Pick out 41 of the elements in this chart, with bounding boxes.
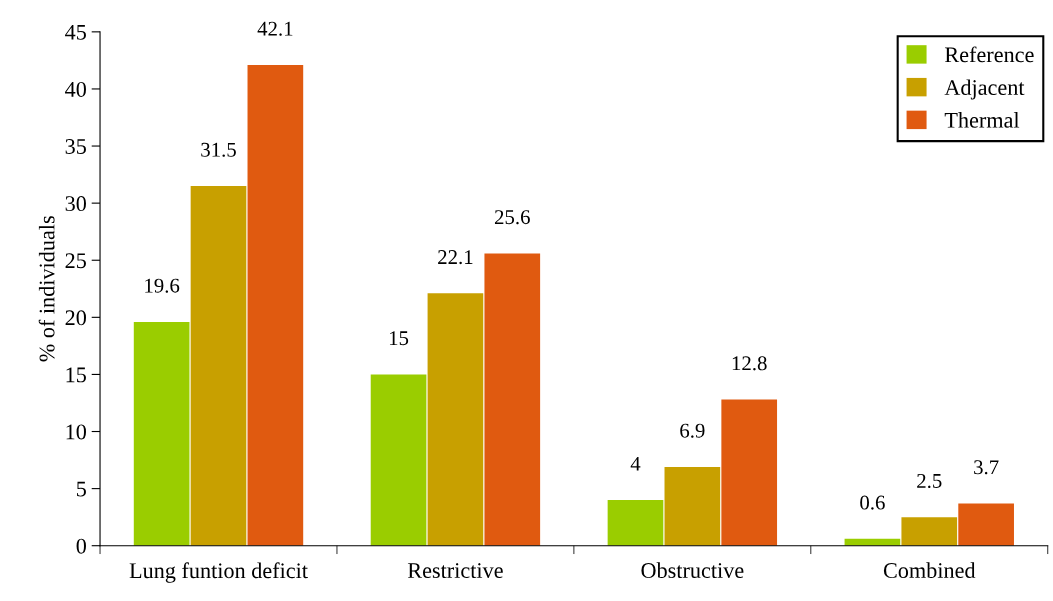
y-tick-label: 10 (66, 424, 86, 440)
bar (721, 399, 778, 546)
bar (133, 321, 190, 546)
y-tick-label: 15 (66, 367, 86, 383)
y-axis-title: % of individuals (38, 216, 55, 362)
bar (664, 466, 721, 546)
data-label: 42.1 (257, 21, 293, 36)
data-label: 6.9 (680, 423, 705, 438)
data-label: 12.8 (732, 356, 767, 371)
bar (370, 374, 427, 546)
bar (247, 64, 304, 546)
legend-label: Reference (944, 46, 1034, 63)
data-label: 31.5 (201, 142, 236, 157)
x-tick-label: Obstructive (641, 562, 744, 579)
data-label: 15 (389, 331, 409, 346)
bar (901, 517, 958, 546)
y-tick-label: 25 (65, 253, 86, 269)
data-label: 3.7 (974, 460, 999, 475)
data-label: 22.1 (438, 250, 473, 265)
data-label: 25.6 (494, 210, 530, 225)
legend-label: Thermal (944, 112, 1020, 128)
data-label: 0.6 (860, 495, 885, 510)
y-tick-label: 40 (65, 81, 86, 97)
bar (484, 253, 541, 546)
data-label: 4 (630, 456, 641, 471)
x-tick-label: Lung funtion deficit (129, 562, 308, 583)
bar (958, 503, 1014, 546)
legend-label: Adjacent (944, 79, 1025, 100)
x-tick-label: Combined (883, 562, 976, 579)
data-label: 2.5 (917, 473, 942, 489)
y-tick-label: 0 (76, 538, 86, 554)
y-tick-label: 5 (77, 481, 86, 497)
bar (427, 293, 484, 546)
bar (190, 186, 247, 546)
y-tick-label: 35 (65, 139, 86, 154)
y-tick-label: 45 (65, 24, 86, 40)
y-tick-label: 30 (65, 196, 86, 212)
data-label: 19.6 (145, 278, 180, 293)
x-tick-label: Restrictive (407, 563, 503, 579)
y-tick-label: 20 (65, 310, 86, 326)
bar (607, 500, 664, 546)
